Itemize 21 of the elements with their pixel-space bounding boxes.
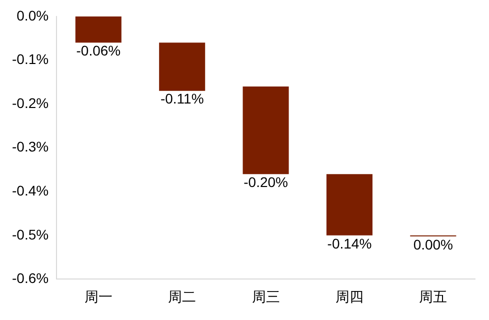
data-label: -0.06% [76,42,121,59]
data-label: -0.14% [327,235,372,252]
y-tick-label: 0.0% [16,7,49,24]
x-tick-label: 周一 [84,288,112,304]
bar [159,42,206,91]
x-tick-label: 周五 [419,288,448,304]
y-tick-label: -0.6% [12,270,49,286]
data-label: -0.20% [244,174,288,190]
bar [326,174,372,236]
bar [242,86,289,174]
data-label: 0.00% [413,236,454,252]
y-tick-label: -0.2% [12,94,49,111]
y-tick-label: -0.1% [12,51,49,68]
data-label: -0.11% [160,90,204,107]
y-tick-label: -0.3% [12,138,49,155]
y-tick-label: -0.5% [12,226,49,242]
x-tick-label: 周四 [335,288,364,304]
x-tick-label: 周二 [168,288,196,304]
x-tick-label: 周三 [252,288,280,304]
y-tick-label: -0.4% [12,182,49,198]
bar [75,16,122,43]
